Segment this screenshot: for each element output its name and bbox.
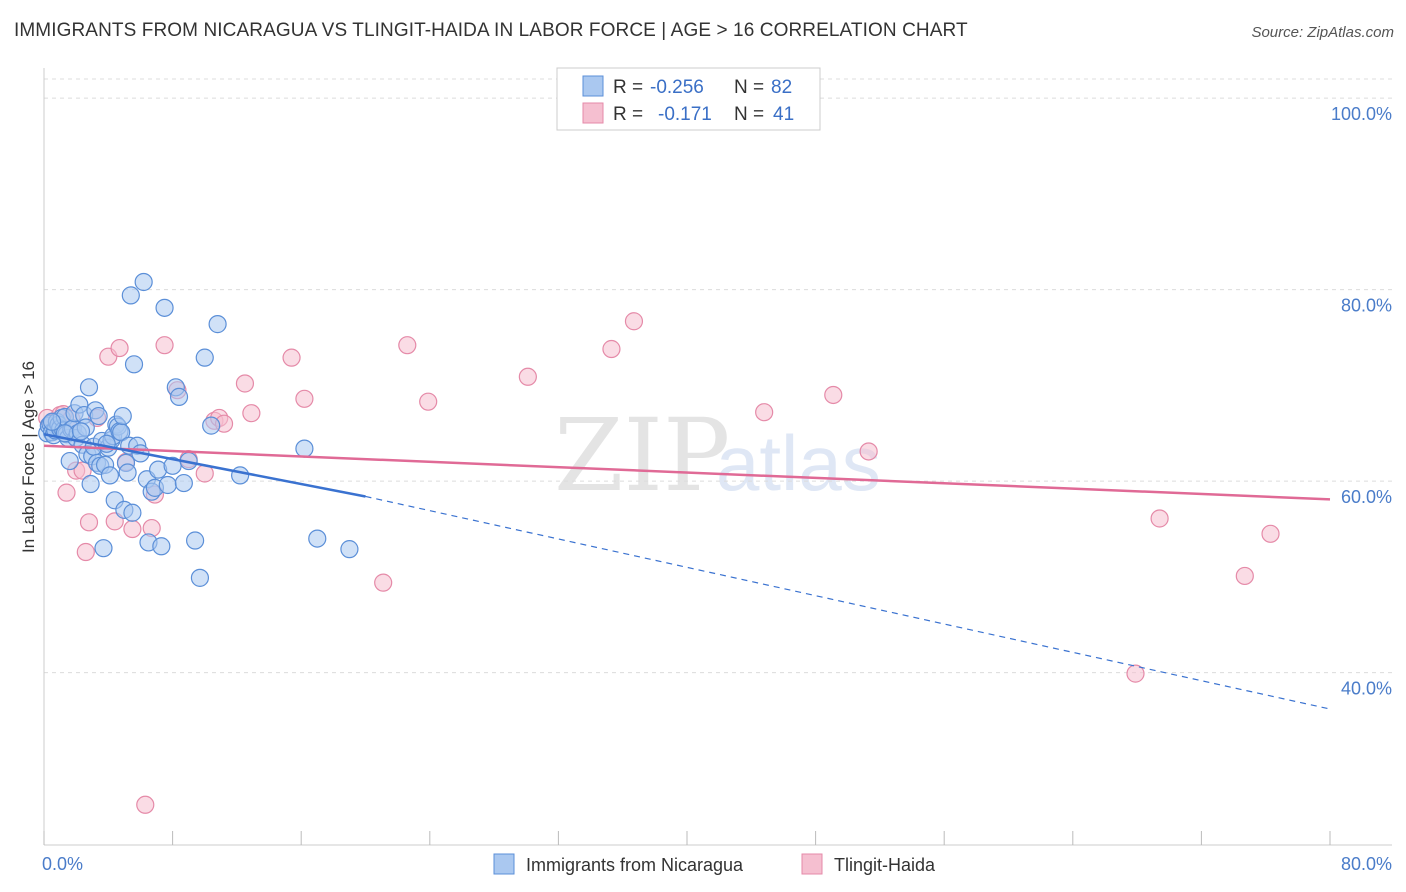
nicaragua-points — [38, 272, 359, 587]
legend-swatch-nicaragua — [582, 75, 604, 97]
series-legend: Immigrants from Nicaragua Tlingit-Haida — [493, 853, 936, 875]
tlingit-haida-point — [624, 312, 644, 331]
tlingit-haida-point — [374, 573, 393, 592]
nicaragua-point — [155, 298, 174, 317]
nicaragua-point — [152, 537, 171, 556]
tlingit-haida-point — [73, 461, 92, 480]
nicaragua-point — [123, 503, 142, 522]
tlingit-haida-point — [136, 795, 155, 814]
legend-r-value-2: -0.171 — [658, 104, 712, 125]
tlingit-haida-point — [235, 374, 255, 393]
nicaragua-point — [94, 539, 113, 558]
tlingit-haida-point — [398, 336, 417, 355]
bottom-legend-label-nicaragua: Immigrants from Nicaragua — [526, 855, 744, 875]
y-tick-label: 80.0% — [1341, 296, 1392, 316]
tlingit-haida-point — [57, 483, 76, 502]
source-credit: Source: ZipAtlas.com — [1251, 24, 1394, 41]
nicaragua-point — [208, 315, 227, 334]
nicaragua-trend-line — [43, 433, 366, 498]
tlingit-haida-point — [110, 338, 129, 358]
trend-lines — [43, 433, 1331, 710]
y-axis-label: In Labor Force | Age > 16 — [19, 361, 38, 553]
nicaragua-point — [158, 475, 177, 495]
y-tick-label: 40.0% — [1341, 679, 1392, 699]
tlingit-haida-point — [282, 348, 301, 367]
legend-n-value-2: 41 — [773, 104, 794, 125]
y-tick-labels: 40.0% 60.0% 80.0% 100.0% — [1331, 104, 1392, 699]
nicaragua-point — [308, 529, 327, 548]
tlingit-haida-points — [38, 312, 1280, 814]
tlingit-haida-point — [419, 392, 438, 411]
tlingit-haida-point — [1235, 566, 1254, 586]
tlingit-haida-point — [79, 513, 99, 532]
tlingit-haida-point — [1261, 524, 1280, 543]
nicaragua-point — [295, 439, 314, 458]
nicaragua-point — [79, 378, 99, 397]
nicaragua-point — [121, 286, 140, 305]
nicaragua-point — [60, 451, 79, 471]
tlingit-haida-trend-line — [43, 444, 1331, 501]
legend-n-value-1: 82 — [771, 77, 792, 98]
nicaragua-point — [340, 540, 359, 559]
tlingit-haida-point — [1126, 664, 1145, 683]
tlingit-haida-point — [123, 519, 142, 539]
legend-n-label-1: N = — [734, 77, 764, 98]
tlingit-haida-point — [242, 404, 261, 423]
tlingit-haida-point — [518, 367, 537, 386]
tlingit-haida-point — [295, 389, 314, 408]
y-tick-label: 100.0% — [1331, 104, 1392, 124]
nicaragua-point — [81, 474, 100, 494]
legend-n-label-2: N = — [734, 104, 764, 125]
nicaragua-point — [124, 355, 144, 374]
tlingit-haida-point — [755, 403, 774, 422]
nicaragua-point — [118, 463, 137, 482]
nicaragua-point — [174, 473, 193, 493]
nicaragua-point — [113, 406, 132, 426]
bottom-legend-label-tlingit: Tlingit-Haida — [834, 855, 936, 875]
bottom-legend-swatch-nicaragua — [493, 853, 515, 875]
nicaragua-point — [186, 531, 205, 550]
tlingit-haida-point — [824, 385, 843, 405]
correlation-legend: R = -0.256 N = 82 R = -0.171 N = 41 — [556, 67, 821, 131]
nicaragua-point — [190, 568, 210, 587]
nicaragua-point — [231, 466, 250, 485]
nicaragua-point — [134, 272, 153, 292]
tlingit-haida-point — [155, 336, 174, 355]
tlingit-haida-point — [1150, 509, 1169, 528]
legend-r-label-2: R = — [613, 104, 643, 125]
legend-r-value-1: -0.256 — [650, 77, 704, 98]
nicaragua-point — [202, 416, 221, 435]
legend-swatch-tlingit — [582, 102, 604, 124]
y-tick-label: 60.0% — [1341, 487, 1392, 507]
nicaragua-point — [169, 387, 189, 406]
nicaragua-trend-extension — [365, 495, 1331, 710]
nicaragua-point — [89, 406, 108, 426]
tlingit-haida-point — [76, 542, 95, 562]
tlingit-haida-point — [859, 442, 878, 461]
x-axis-ticks — [43, 831, 1331, 845]
watermark-atlas: atlas — [716, 419, 881, 507]
chart-title: IMMIGRANTS FROM NICARAGUA VS TLINGIT-HAI… — [14, 20, 968, 41]
nicaragua-point — [195, 348, 214, 367]
x-tick-label-max: 80.0% — [1341, 854, 1392, 874]
nicaragua-point — [100, 466, 120, 485]
bottom-legend-swatch-tlingit — [801, 853, 823, 875]
nicaragua-point — [42, 412, 62, 431]
x-tick-label-min: 0.0% — [42, 854, 83, 874]
watermark-zip: ZIP — [554, 397, 730, 514]
legend-r-label-1: R = — [613, 77, 643, 98]
nicaragua-point — [71, 422, 91, 441]
tlingit-haida-point — [602, 339, 621, 359]
